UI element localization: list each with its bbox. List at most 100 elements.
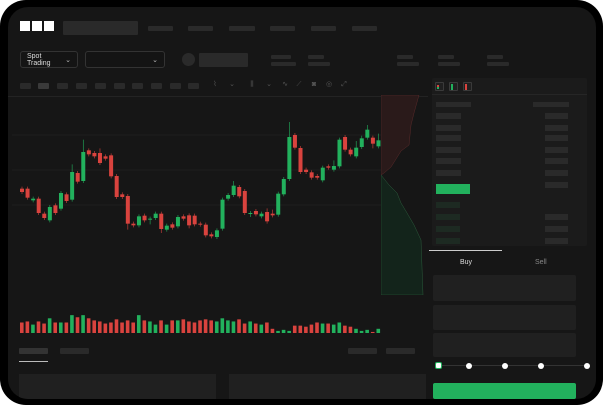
- filter-button[interactable]: [348, 348, 377, 354]
- candle-body: [198, 223, 203, 225]
- candle: [181, 214, 186, 221]
- slider-step-75[interactable]: [538, 363, 544, 369]
- candle-body: [75, 173, 80, 182]
- amount-slider-handle[interactable]: [435, 362, 442, 369]
- candle-body: [170, 224, 175, 228]
- nav-item[interactable]: [352, 26, 377, 31]
- nav-search-placeholder[interactable]: [63, 21, 138, 35]
- volume-bar: [242, 323, 247, 333]
- chevron-down-icon[interactable]: ⌄: [229, 81, 235, 88]
- market-selector[interactable]: Spot Trading ⌄: [20, 51, 78, 68]
- tab-open-orders[interactable]: [19, 348, 48, 354]
- candle-body: [159, 213, 164, 229]
- interval-button[interactable]: [188, 83, 199, 89]
- interval-button[interactable]: [57, 83, 68, 89]
- candle: [31, 196, 36, 203]
- volume-bar: [103, 323, 108, 333]
- candle: [259, 211, 264, 219]
- candle-body: [276, 193, 281, 215]
- nav-item[interactable]: [188, 26, 213, 31]
- ruler-icon[interactable]: ⟋: [296, 81, 302, 88]
- nav-item[interactable]: [229, 26, 255, 31]
- candle-body: [148, 218, 153, 220]
- volume-bar: [231, 321, 236, 333]
- candle-body: [125, 196, 130, 224]
- interval-button[interactable]: [76, 83, 87, 89]
- candle-body: [226, 195, 231, 199]
- tab-sell[interactable]: Sell: [535, 259, 547, 266]
- total-input[interactable]: [433, 333, 576, 357]
- volume-bar: [237, 319, 241, 333]
- stat-value: [438, 62, 460, 66]
- candle-body: [109, 155, 114, 177]
- nav-item[interactable]: [148, 26, 173, 31]
- camera-icon[interactable]: ◙: [311, 81, 317, 88]
- order-book-bids-icon[interactable]: [449, 82, 458, 91]
- candle: [53, 203, 58, 215]
- candle: [281, 177, 286, 197]
- interval-button[interactable]: [95, 83, 106, 89]
- volume-bar: [97, 321, 102, 333]
- volume-bar: [343, 325, 347, 333]
- chart-type-icon[interactable]: ⫼: [250, 81, 254, 88]
- volume-bar: [226, 320, 230, 333]
- candle-body: [337, 139, 342, 167]
- candle-body: [343, 137, 348, 150]
- indicator-icon[interactable]: ⌇: [213, 81, 217, 88]
- stat-value: [308, 62, 330, 66]
- candle-body: [64, 194, 69, 201]
- volume-bar: [359, 330, 364, 333]
- line-icon[interactable]: ∿: [282, 81, 288, 88]
- volume-bar: [131, 322, 135, 333]
- candle: [354, 141, 359, 159]
- candle: [159, 211, 164, 233]
- buy-button[interactable]: [433, 383, 576, 399]
- filter-button[interactable]: [386, 348, 415, 354]
- order-book-asks-icon[interactable]: [463, 82, 472, 91]
- candle: [220, 197, 225, 231]
- settings-icon[interactable]: ◎: [325, 81, 333, 88]
- interval-button[interactable]: [38, 83, 49, 89]
- stat-value: [397, 62, 419, 66]
- candle: [287, 122, 292, 181]
- volume-bar: [326, 323, 330, 333]
- okx-logo[interactable]: [20, 21, 54, 31]
- slider-step-25[interactable]: [466, 363, 472, 369]
- amount-slider-track[interactable]: [440, 365, 588, 366]
- volume-bar: [309, 324, 314, 333]
- slider-step-50[interactable]: [502, 363, 508, 369]
- candle: [231, 181, 236, 197]
- slider-step-100[interactable]: [584, 363, 590, 369]
- nav-item[interactable]: [270, 26, 295, 31]
- candle: [70, 164, 75, 202]
- chevron-down-icon[interactable]: ⌄: [266, 81, 272, 88]
- candle-body: [298, 148, 303, 172]
- candle-body: [281, 179, 286, 195]
- candle: [242, 189, 247, 215]
- interval-button[interactable]: [170, 83, 181, 89]
- price-input[interactable]: [433, 275, 576, 301]
- amount-input[interactable]: [433, 305, 576, 330]
- order-book-both-icon[interactable]: [435, 82, 444, 91]
- interval-button[interactable]: [151, 83, 162, 89]
- fullscreen-icon[interactable]: ⤢: [341, 81, 347, 88]
- bid-amount: [545, 238, 568, 244]
- interval-button[interactable]: [20, 83, 31, 89]
- volume-bar: [47, 318, 52, 333]
- volume-bar: [114, 319, 119, 333]
- tab-buy[interactable]: Buy: [460, 259, 473, 266]
- candle-body: [270, 213, 275, 216]
- candle: [276, 191, 281, 217]
- pair-selector[interactable]: ⌄: [85, 51, 165, 68]
- interval-button[interactable]: [132, 83, 143, 89]
- tab-order-history[interactable]: [60, 348, 89, 354]
- interval-button[interactable]: [114, 83, 125, 89]
- ask-price: [436, 170, 461, 176]
- candlestick-chart[interactable]: [12, 95, 382, 340]
- candle: [214, 228, 219, 239]
- candle: [75, 171, 80, 184]
- nav-item[interactable]: [311, 26, 336, 31]
- candle-body: [97, 153, 102, 163]
- candle: [92, 151, 97, 159]
- candle: [42, 211, 47, 220]
